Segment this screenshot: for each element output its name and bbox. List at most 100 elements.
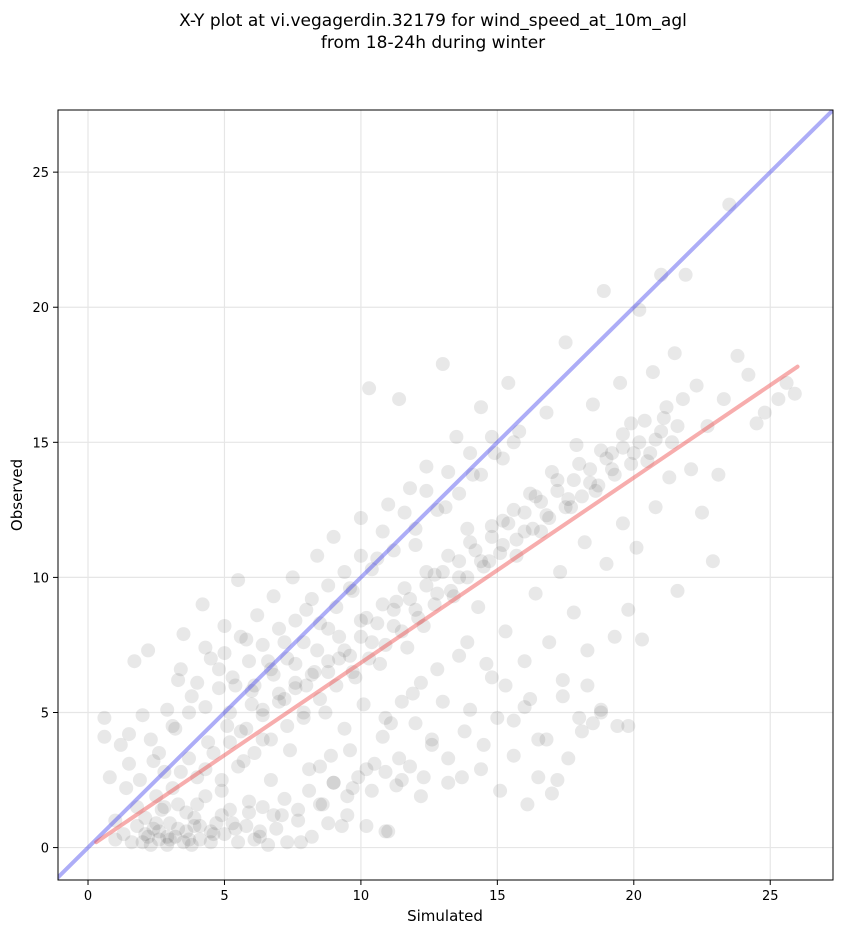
data-point: [550, 473, 565, 488]
data-point: [381, 824, 396, 839]
data-point: [484, 429, 499, 444]
data-point: [212, 662, 226, 677]
data-point: [580, 678, 595, 693]
data-point: [184, 689, 199, 704]
data-point: [116, 827, 131, 842]
data-point: [419, 565, 434, 579]
data-point: [135, 835, 150, 850]
data-point: [645, 365, 660, 380]
data-point: [517, 524, 532, 539]
data-point: [130, 819, 145, 833]
data-point: [203, 651, 218, 666]
data-point: [564, 500, 578, 515]
data-point: [427, 597, 442, 612]
data-point: [474, 400, 488, 415]
data-point: [520, 797, 535, 812]
data-point: [321, 654, 336, 669]
data-point: [165, 719, 180, 733]
data-point: [463, 535, 478, 550]
data-point: [386, 543, 401, 558]
data-point: [277, 791, 292, 806]
data-point: [749, 416, 764, 431]
data-point: [122, 727, 136, 742]
data-point: [534, 524, 548, 539]
data-point: [343, 648, 357, 663]
data-point: [577, 535, 592, 550]
data-point: [345, 781, 360, 796]
data-point: [190, 770, 205, 785]
data-point: [373, 656, 387, 671]
data-point: [239, 632, 254, 647]
data-point: [217, 619, 232, 633]
data-point: [615, 440, 630, 455]
data-point: [607, 467, 622, 482]
data-point: [501, 375, 516, 390]
data-point: [615, 516, 630, 531]
data-point: [427, 567, 442, 582]
data-point: [419, 578, 434, 593]
data-point: [149, 816, 164, 831]
data-point: [247, 678, 262, 693]
data-point: [280, 651, 295, 666]
data-point: [411, 610, 426, 625]
data-point: [441, 775, 456, 790]
data-point: [430, 586, 445, 601]
data-point: [375, 729, 390, 744]
data-point: [484, 670, 499, 685]
data-point: [138, 810, 153, 825]
data-point: [182, 705, 196, 720]
data-point: [228, 821, 243, 836]
data-point: [242, 654, 256, 669]
data-point: [378, 824, 393, 839]
data-point: [596, 284, 611, 298]
data-point: [561, 751, 576, 766]
data-point: [495, 451, 510, 466]
data-point: [173, 764, 188, 779]
data-point: [408, 716, 423, 731]
data-point: [152, 832, 166, 847]
data-point: [561, 492, 576, 507]
data-point: [307, 665, 322, 679]
data-point: [460, 521, 475, 536]
data-point: [591, 478, 606, 493]
data-point: [643, 446, 658, 461]
data-point: [629, 540, 644, 555]
data-point: [332, 629, 347, 644]
data-point: [441, 465, 456, 479]
x-tick-label: 25: [762, 889, 779, 904]
data-point: [217, 827, 232, 842]
data-point: [225, 670, 240, 685]
data-point: [413, 789, 428, 804]
data-point: [108, 832, 123, 847]
data-point: [135, 708, 150, 723]
data-point: [648, 432, 663, 447]
data-point: [555, 689, 570, 704]
data-point: [553, 565, 568, 579]
data-point: [506, 435, 521, 450]
data-point: [574, 724, 589, 739]
data-point: [722, 197, 737, 212]
data-point: [675, 392, 690, 407]
data-point: [493, 783, 508, 798]
data-point: [228, 678, 243, 693]
data-point: [141, 829, 156, 844]
data-point: [340, 808, 355, 823]
data-point: [192, 819, 207, 833]
data-point: [523, 692, 538, 706]
data-point: [405, 686, 420, 701]
data-point: [203, 824, 218, 839]
data-point: [162, 832, 177, 847]
data-point: [400, 640, 415, 655]
data-point: [446, 589, 461, 604]
data-point: [430, 502, 445, 517]
data-point: [315, 797, 330, 812]
data-point: [506, 502, 521, 517]
data-point: [615, 427, 630, 442]
data-point: [353, 629, 368, 644]
data-point: [198, 640, 213, 655]
data-point: [460, 570, 475, 585]
data-point: [190, 797, 205, 812]
data-point: [779, 375, 794, 390]
data-point: [501, 516, 516, 531]
